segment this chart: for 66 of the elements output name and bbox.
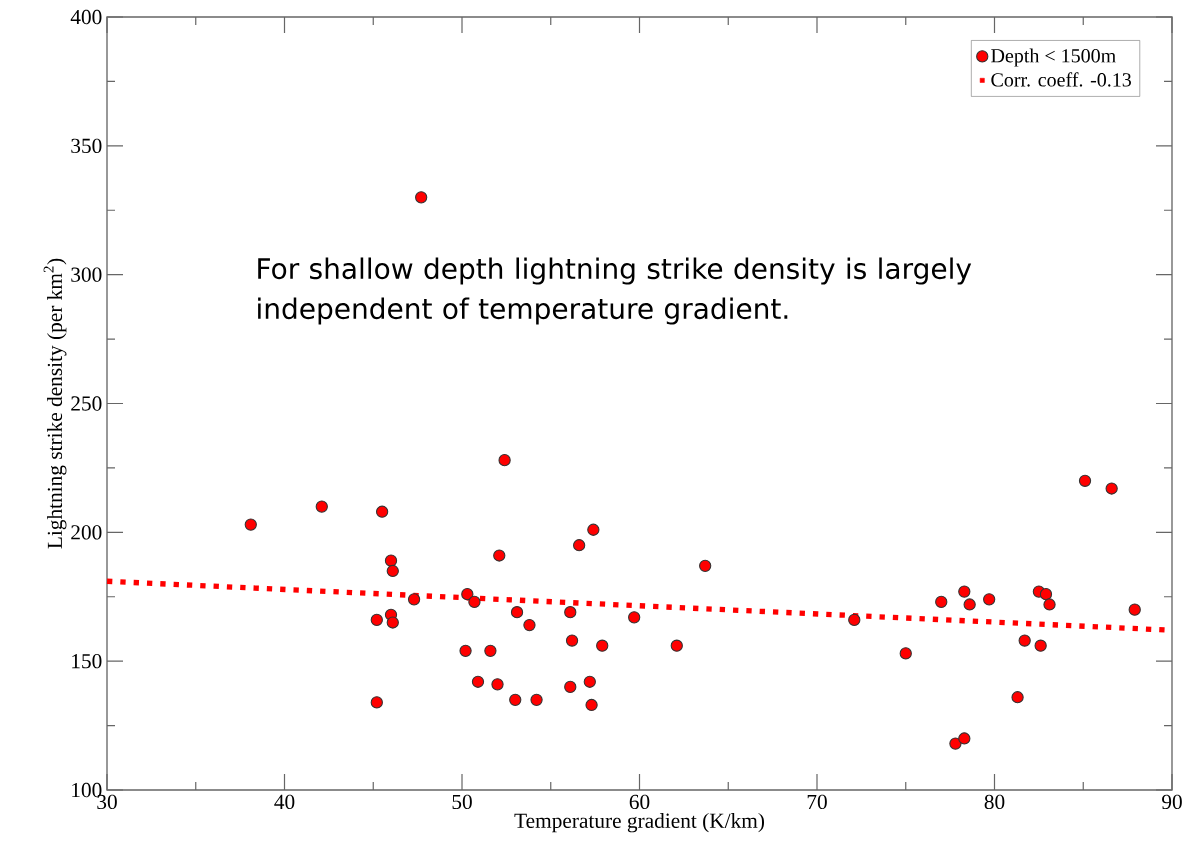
point [587, 523, 600, 536]
point [370, 696, 383, 709]
point [963, 598, 976, 611]
point [564, 606, 577, 619]
point [565, 634, 579, 647]
point [509, 693, 522, 706]
point [899, 647, 912, 660]
point [407, 593, 421, 606]
x-tick-label: 70 [807, 794, 827, 810]
point [585, 698, 598, 712]
point [949, 737, 962, 750]
point [370, 613, 383, 627]
point [468, 595, 481, 609]
x-tick-label: 60 [629, 794, 650, 810]
point [498, 454, 511, 467]
annotation: For shallow depth lightning strike density is largely independent of temperature gradient. [258, 257, 972, 325]
x-axis-title: Temperature gradient (K/km) [514, 812, 765, 833]
y-tick-label: 150 [72, 653, 102, 669]
point [523, 618, 536, 632]
point [386, 616, 399, 629]
point [461, 588, 474, 601]
point [848, 613, 861, 627]
point [491, 678, 504, 691]
point [573, 539, 586, 552]
point [1011, 691, 1024, 704]
point [386, 564, 399, 578]
y-tick-label: 350 [71, 138, 102, 154]
point [530, 693, 543, 706]
y-tick-label: 200 [71, 525, 102, 540]
point [958, 585, 971, 598]
point [484, 644, 497, 657]
point [384, 554, 398, 567]
point [375, 505, 389, 518]
y-tick-label: 400 [70, 9, 102, 25]
point [1128, 603, 1141, 616]
y-tick-label: 250 [71, 396, 102, 411]
point [1043, 598, 1056, 611]
point [415, 191, 428, 204]
x-tick-label: 50 [452, 794, 472, 810]
point [958, 732, 971, 745]
point [493, 549, 506, 562]
point [315, 500, 328, 513]
point [699, 559, 712, 572]
point [244, 518, 257, 531]
point [583, 675, 596, 688]
point [596, 639, 609, 652]
y-tick-label: 300 [71, 267, 102, 282]
x-tick-label: 40 [274, 794, 295, 810]
y-axis-title: Lightning strike density (per km$^{2}$) [43, 258, 67, 549]
legend-label: Depth < 1500m [991, 48, 1116, 67]
point [1034, 639, 1047, 652]
point [983, 593, 996, 606]
point [510, 606, 524, 619]
point [670, 639, 683, 652]
point [564, 680, 577, 694]
point [1105, 482, 1118, 495]
point [1039, 588, 1053, 601]
point [1078, 474, 1092, 487]
x-tick-label: 90 [1162, 794, 1182, 810]
point [471, 675, 485, 688]
legend-label: Corr. coeff. -0.13 [991, 72, 1131, 87]
point [459, 644, 472, 657]
x-tick-label: 80 [984, 794, 1005, 810]
point [1018, 634, 1031, 647]
point [628, 611, 641, 624]
point [935, 595, 948, 609]
